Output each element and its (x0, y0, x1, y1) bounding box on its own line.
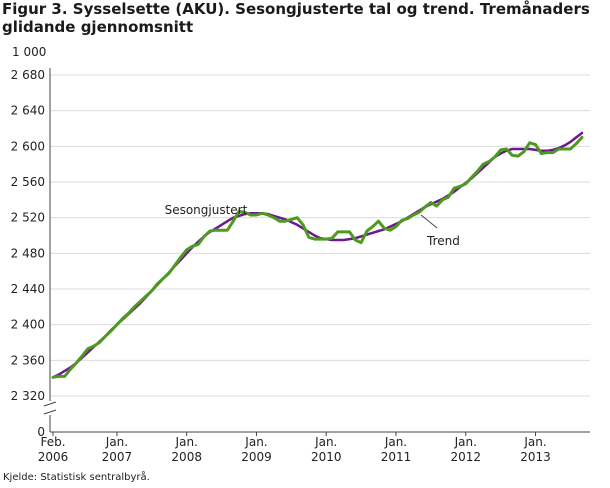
y-axis-unit-label: 1 000 (12, 45, 47, 59)
x-tick-label-month: Jan. (523, 435, 546, 449)
trend-label-pointer (420, 214, 438, 229)
series-annotations: Sesongjustert Trend (165, 203, 460, 248)
x-axis-ticks: Feb.2006Jan.2007Jan.2008Jan.2009Jan.2010… (38, 432, 551, 464)
x-tick-label-month: Feb. (40, 435, 65, 449)
x-tick-label-year: 2013 (520, 450, 551, 464)
y-tick-label: 2 320 (11, 389, 45, 403)
seasonally-adjusted-line (51, 135, 584, 379)
x-tick-label-year: 2009 (241, 450, 272, 464)
x-tick-label-year: 2011 (381, 450, 412, 464)
chart-title: Figur 3. Sysselsette (AKU). Sesongjuster… (2, 0, 590, 36)
y-tick-label: 2 640 (11, 104, 45, 118)
x-tick-label-month: Jan. (105, 435, 128, 449)
series-lines (51, 131, 584, 379)
source-note: Kjelde: Statistisk sentralbyrå. (3, 472, 150, 483)
x-tick-label-month: Jan. (244, 435, 267, 449)
x-tick-label-year: 2012 (450, 450, 481, 464)
y-tick-label: 2 440 (11, 282, 45, 296)
y-tick-label: 2 600 (11, 139, 45, 153)
x-tick-label-month: Jan. (314, 435, 337, 449)
x-tick-label-year: 2008 (171, 450, 202, 464)
series-label-trend: Trend (426, 234, 460, 248)
x-tick-label-month: Jan. (175, 435, 198, 449)
series-label-sesongjustert: Sesongjustert (165, 203, 248, 217)
y-tick-label: 2 560 (11, 175, 45, 189)
x-tick-label-year: 2007 (102, 450, 133, 464)
axis-break-icon (43, 401, 57, 415)
y-tick-label: 2 360 (11, 353, 45, 367)
gridlines (50, 74, 590, 397)
y-tick-label: 2 520 (11, 211, 45, 225)
trend-line (51, 131, 584, 379)
y-tick-label: 2 680 (11, 68, 45, 82)
y-axis-ticks: 2 320 2 360 2 400 2 440 2 480 2 520 2 560 2 600… (11, 68, 45, 439)
x-tick-label-year: 2006 (38, 450, 69, 464)
y-tick-label: 2 480 (11, 246, 45, 260)
axes (43, 68, 590, 433)
x-tick-label-month: Jan. (384, 435, 407, 449)
x-tick-label-year: 2010 (311, 450, 342, 464)
y-tick-label: 2 400 (11, 318, 45, 332)
x-tick-label-month: Jan. (454, 435, 477, 449)
y-tick-label: 0 (37, 425, 45, 439)
